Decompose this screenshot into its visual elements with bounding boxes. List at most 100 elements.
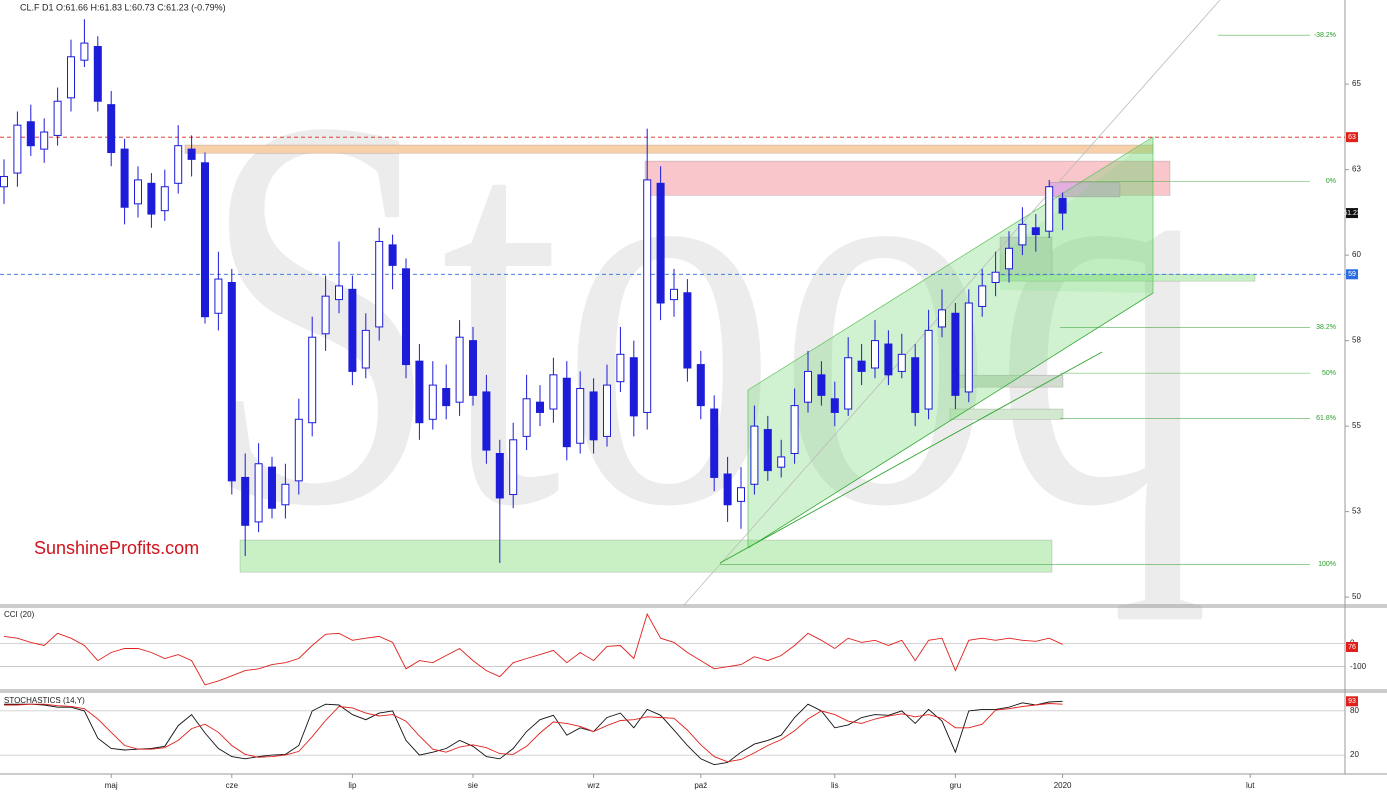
candle-body [763, 429, 772, 472]
candle-body [13, 124, 22, 174]
candle-body [509, 439, 518, 496]
x-tick-label: cze [226, 781, 239, 790]
candle-body [1031, 227, 1040, 236]
x-tick-label: maj [105, 781, 118, 790]
candle-body [951, 312, 960, 396]
candle-body [696, 364, 705, 407]
indicator-value-box [1346, 696, 1358, 707]
candle-body [964, 302, 973, 393]
fib-label: -38.2% [1314, 32, 1336, 39]
candle-body [294, 418, 303, 482]
y-tick-label: 55 [1352, 421, 1361, 430]
candle-body [616, 353, 625, 383]
brand: SunshineProfits.com [34, 538, 199, 558]
panel-title: STOCHASTICS (14,Y) [4, 696, 85, 705]
candle-body [415, 360, 424, 424]
fib-label: 61.8% [1316, 415, 1336, 422]
indicator-line [4, 703, 1063, 763]
indicator-value: 93 [1348, 698, 1356, 705]
last-price: 61.23 [1343, 210, 1361, 217]
candle-body [804, 370, 812, 403]
support-line [719, 351, 1103, 564]
fib-label: 100% [1318, 561, 1336, 568]
trend-channel-extension [1000, 137, 1153, 293]
candle-body [991, 271, 1000, 283]
candle-body [911, 357, 920, 413]
indicator-line [3, 612, 1063, 686]
watermark: Stooq [200, 2, 1210, 623]
x-tick-label: gru [950, 781, 962, 790]
trend-line [683, 0, 1221, 606]
candle-body [656, 182, 665, 304]
candle-body [321, 295, 330, 335]
channel-line [747, 292, 1154, 549]
candle-body [737, 487, 745, 502]
candle-body [361, 329, 370, 369]
candle-body [1058, 197, 1067, 214]
zone [949, 408, 1064, 420]
candle-body [790, 405, 799, 454]
candle-body [897, 353, 906, 372]
candle-body [1045, 186, 1054, 232]
candle-body [643, 179, 652, 413]
candle-body [844, 357, 853, 410]
x-tick-label: lis [831, 781, 839, 790]
candle-body [214, 278, 223, 314]
indicator-line [4, 700, 1063, 766]
candle-body [857, 360, 866, 372]
indicator-value: 76 [1348, 644, 1356, 651]
candle-body [40, 131, 49, 150]
candle-body [536, 401, 544, 413]
x-tick-label: sie [468, 781, 479, 790]
candle-body [978, 285, 987, 307]
y-tick-label: 58 [1352, 336, 1361, 345]
header: CL.F D1 O:61.66 H:61.83 L:60.73 C:61.23 … [20, 2, 226, 12]
x-tick-label: paź [694, 781, 707, 790]
candle-body [576, 388, 585, 444]
candle-body [830, 398, 839, 413]
price-line-label-box [1346, 132, 1358, 143]
y-tick-label: 60 [1352, 250, 1361, 259]
candle-body [670, 288, 678, 301]
candle-body [402, 268, 410, 366]
candle-body [26, 121, 35, 147]
price-line-label: 63 [1348, 134, 1356, 141]
candle-body [348, 288, 357, 372]
candle-body [254, 463, 263, 523]
candle-body [201, 162, 209, 318]
candle-body [1005, 247, 1013, 270]
x-tick-label: lut [1246, 781, 1255, 790]
candle-body [924, 329, 933, 410]
indicator-value-box [1346, 642, 1358, 652]
candle-body [281, 483, 290, 506]
candle-body [120, 148, 129, 208]
candle-body [469, 340, 477, 396]
candle-body [53, 100, 62, 136]
candle-body [455, 336, 464, 403]
fib-label: 50% [1322, 370, 1336, 377]
x-tick-label: 2020 [1054, 781, 1072, 790]
candle-body [375, 240, 384, 328]
candle-body [495, 452, 504, 499]
candle-body [388, 244, 397, 266]
candle-body [589, 391, 598, 441]
candle-body [884, 343, 893, 376]
x-tick-label: wrz [586, 781, 599, 790]
candle-body [938, 309, 946, 328]
candle-body [683, 292, 692, 369]
candle-body [80, 42, 89, 61]
candle-body [93, 46, 102, 102]
candle-body [241, 476, 250, 526]
candle-body [817, 374, 826, 396]
price-line-label-box [1346, 269, 1358, 280]
candle-body [308, 336, 317, 424]
candle-body [710, 408, 719, 478]
candle-body [777, 456, 786, 468]
candle-body [482, 391, 491, 451]
candle-body [871, 340, 879, 369]
candle-body [0, 175, 8, 188]
y-tick-label: 50 [1352, 592, 1361, 601]
panel-title: CCI (20) [4, 610, 35, 619]
candle-body [67, 56, 75, 99]
